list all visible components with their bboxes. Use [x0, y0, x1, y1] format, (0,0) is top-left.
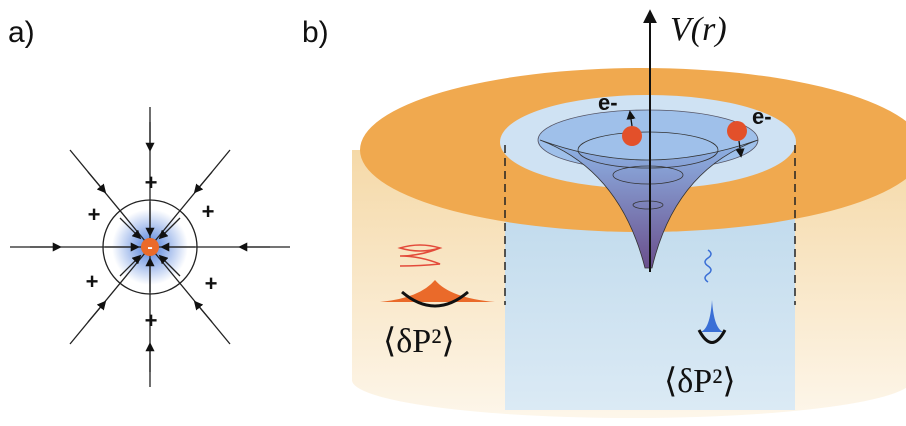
- plus-sign: +: [145, 170, 158, 195]
- fluctuation-label: ⟨δP²⟩: [383, 323, 455, 360]
- figure: a) - + + + + + +: [0, 0, 906, 426]
- fluctuation-label: ⟨δP²⟩: [664, 363, 736, 400]
- axis-label: V(r): [670, 11, 727, 48]
- panel-label: b): [302, 16, 329, 49]
- plus-sign: +: [202, 199, 215, 224]
- electron-label: e-: [598, 90, 618, 115]
- plus-sign: +: [205, 271, 218, 296]
- center-charge: -: [147, 239, 152, 256]
- plus-sign: +: [88, 202, 101, 227]
- plus-sign: +: [145, 308, 158, 333]
- panel-label: a): [8, 16, 35, 49]
- plus-sign: +: [86, 269, 99, 294]
- electron-label: e-: [752, 104, 772, 129]
